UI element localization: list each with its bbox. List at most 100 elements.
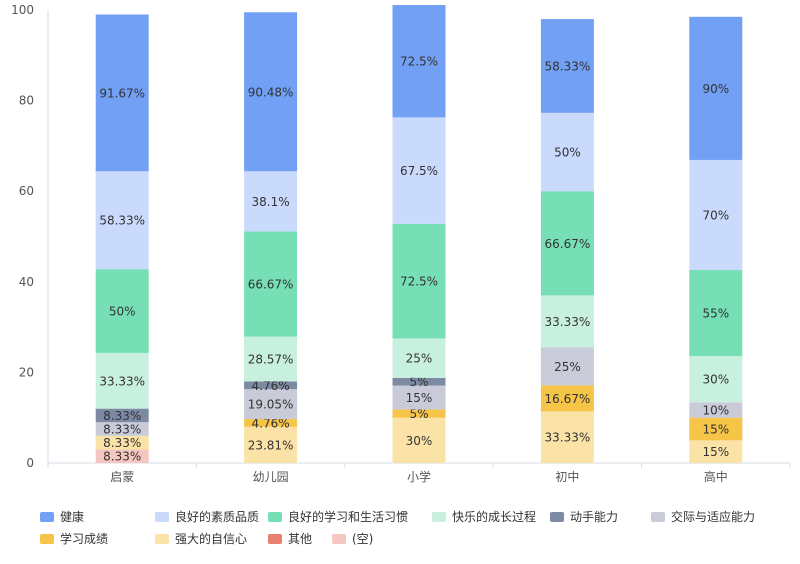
legend-label: 快乐的成长过程	[452, 510, 537, 524]
data-label: 33.33%	[545, 431, 591, 445]
bar-segment	[244, 12, 298, 172]
data-label: 72.5%	[400, 275, 438, 289]
legend-item[interactable]: 动手能力	[550, 508, 618, 525]
bar-segment	[244, 231, 298, 337]
bar-segment	[689, 402, 743, 418]
bar-segment	[540, 385, 594, 412]
legend-item[interactable]: (空)	[332, 530, 373, 547]
bar-segment	[392, 385, 446, 410]
bar-segment	[689, 440, 743, 463]
legend-item[interactable]: 快乐的成长过程	[432, 508, 536, 525]
bar-segment	[540, 295, 594, 348]
legend-label: 学习成绩	[60, 532, 109, 546]
data-label: 8.33%	[103, 450, 141, 464]
bar-segment	[244, 389, 298, 420]
bar-segment	[95, 14, 149, 172]
data-label: 55%	[702, 307, 729, 321]
bar-segment	[689, 159, 743, 271]
legend-item[interactable]: 健康	[40, 508, 84, 525]
bar-segment	[95, 171, 149, 270]
legend-item[interactable]: 良好的素质品质	[155, 508, 259, 525]
legend-swatch	[268, 533, 282, 544]
data-label: 90%	[702, 82, 729, 96]
data-label: 8.33%	[103, 423, 141, 437]
data-label: 58.33%	[99, 214, 145, 228]
x-tick-label: 幼儿园	[253, 470, 289, 484]
legend-label: 交际与适应能力	[671, 510, 756, 524]
data-label: 25%	[406, 352, 433, 366]
legend-label: 健康	[60, 510, 85, 524]
data-label: 23.81%	[248, 438, 294, 452]
bar-segment	[540, 112, 594, 192]
data-label: 50%	[554, 146, 581, 160]
bar-segment	[392, 223, 446, 339]
y-tick-label: 0	[26, 456, 34, 470]
bar-segment	[95, 449, 149, 463]
bar-segment	[689, 16, 743, 160]
data-label: 66.67%	[248, 278, 294, 292]
y-tick-label: 20	[19, 365, 34, 379]
legend-label: 良好的素质品质	[175, 510, 260, 524]
bar-segment	[689, 356, 743, 403]
data-label: 5%	[409, 407, 428, 421]
data-label: 8.33%	[103, 409, 141, 423]
data-label: 72.5%	[400, 55, 438, 69]
bar-segment	[540, 191, 594, 296]
x-tick-label: 小学	[407, 469, 431, 484]
data-label: 15%	[406, 391, 433, 405]
bar-segment	[244, 419, 298, 427]
bar-segment	[540, 411, 594, 463]
bar-segment	[392, 338, 446, 378]
legend-item[interactable]: 其他	[268, 530, 312, 547]
data-label: 67.5%	[400, 164, 438, 178]
data-label: 15%	[702, 423, 729, 437]
data-label: 90.48%	[248, 85, 294, 99]
legend-item[interactable]: 强大的自信心	[155, 530, 247, 547]
bar-segment	[392, 117, 446, 224]
data-label: 33.33%	[99, 374, 145, 388]
x-tick-label: 初中	[555, 469, 579, 484]
data-label: 33.33%	[545, 315, 591, 329]
data-label: 19.05%	[248, 398, 294, 412]
bar-segment	[392, 377, 446, 386]
legend-swatch	[550, 511, 564, 522]
x-tick-label: 高中	[704, 469, 728, 484]
bar-segment	[95, 435, 149, 450]
legend-swatch	[651, 511, 665, 522]
data-label: 8.33%	[103, 436, 141, 450]
y-tick-label: 100	[11, 3, 34, 17]
legend-label: 良好的学习和生活习惯	[288, 510, 409, 524]
bar-segment	[95, 408, 149, 423]
legend-item[interactable]: 交际与适应能力	[651, 508, 755, 525]
data-label: 38.1%	[252, 195, 290, 209]
bar-segment	[95, 352, 149, 409]
data-label: 50%	[109, 305, 136, 319]
legend-label: 其他	[288, 532, 313, 546]
legend-swatch	[332, 533, 346, 544]
data-label: 28.57%	[248, 353, 294, 367]
data-label: 5%	[409, 375, 428, 389]
legend-swatch	[40, 533, 54, 544]
legend-swatch	[432, 511, 446, 522]
data-label: 15%	[702, 445, 729, 459]
data-label: 66.67%	[545, 237, 591, 251]
bar-segment	[95, 422, 149, 436]
legend-item[interactable]: 良好的学习和生活习惯	[268, 508, 408, 525]
data-label: 30%	[406, 434, 433, 448]
bar-segment	[392, 409, 446, 418]
bar-segment	[689, 270, 743, 357]
bar-segment	[244, 336, 298, 382]
data-label: 4.76%	[252, 416, 290, 430]
data-label: 70%	[702, 208, 729, 222]
bar-segment	[540, 19, 594, 113]
data-label: 30%	[702, 373, 729, 387]
data-label: 25%	[554, 360, 581, 374]
data-label: 4.76%	[252, 379, 290, 393]
legend-label: 动手能力	[570, 510, 619, 524]
data-label: 10%	[702, 403, 729, 417]
legend-item[interactable]: 学习成绩	[40, 530, 108, 547]
legend-swatch	[40, 511, 54, 522]
bar-segment	[392, 417, 446, 463]
data-label: 58.33%	[545, 59, 591, 73]
